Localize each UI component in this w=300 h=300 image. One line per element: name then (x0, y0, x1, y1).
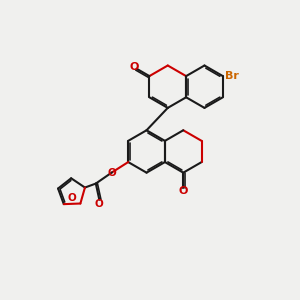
Text: O: O (178, 186, 188, 196)
Text: O: O (68, 193, 76, 203)
Text: O: O (129, 62, 138, 72)
Text: Br: Br (225, 70, 239, 80)
Text: O: O (95, 199, 104, 209)
Text: O: O (107, 168, 116, 178)
